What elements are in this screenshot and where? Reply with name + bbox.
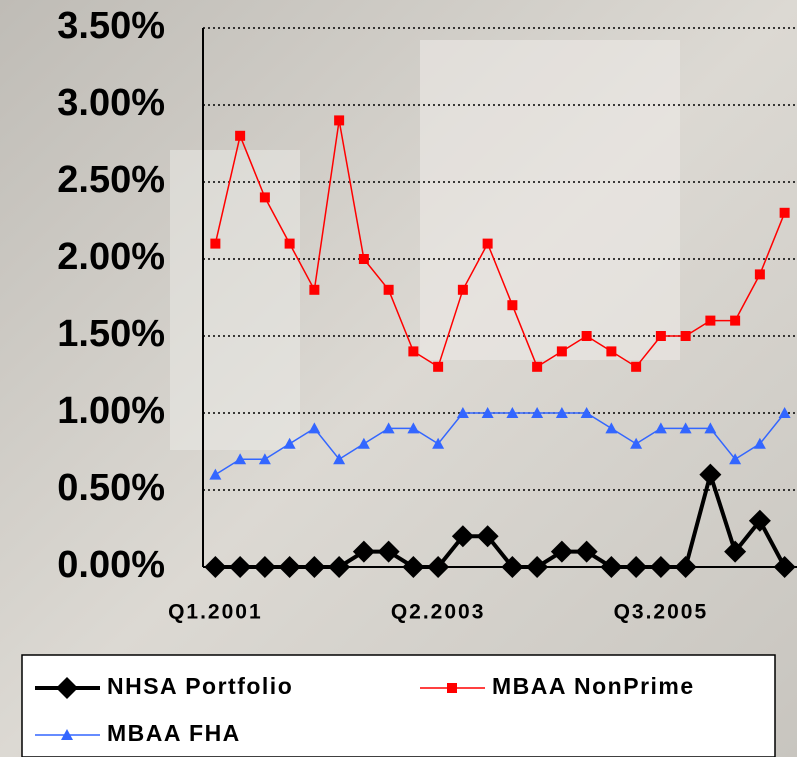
point [531, 407, 544, 418]
point [654, 422, 667, 434]
y-tick-label: 2.00% [57, 236, 165, 278]
y-tick-label: 0.00% [57, 544, 165, 586]
point [259, 192, 270, 203]
window [170, 150, 300, 450]
point [704, 422, 717, 434]
y-tick-label: 3.50% [57, 5, 165, 47]
point [283, 437, 296, 449]
point [556, 346, 567, 357]
legend-marker [56, 677, 78, 699]
y-tick-label: 3.00% [57, 82, 165, 124]
point [358, 254, 369, 264]
point [600, 556, 623, 578]
point [501, 556, 524, 578]
point [303, 556, 326, 578]
y-tick-label: 2.50% [57, 159, 165, 201]
point [550, 540, 573, 563]
point [476, 525, 499, 548]
point [730, 315, 741, 326]
point [209, 468, 222, 480]
point [451, 525, 474, 548]
point [427, 556, 450, 578]
point [308, 422, 321, 434]
point [432, 437, 445, 449]
point [679, 422, 692, 434]
point [258, 453, 271, 465]
legend-box [21, 654, 776, 757]
point [284, 238, 295, 249]
point [581, 331, 592, 341]
point [754, 269, 765, 280]
window [420, 40, 680, 360]
point [383, 284, 394, 295]
point [705, 315, 716, 326]
point [253, 556, 276, 578]
point [352, 540, 375, 563]
point [748, 509, 771, 532]
y-tick-label: 0.50% [57, 467, 165, 509]
point [278, 556, 301, 578]
point [357, 437, 370, 449]
point [605, 422, 618, 434]
point [204, 556, 227, 578]
legend-label: MBAA NonPrime [492, 673, 695, 699]
point [753, 437, 766, 449]
point [481, 407, 494, 418]
legend-marker [61, 729, 73, 740]
point [580, 407, 593, 418]
y-tick-label: 1.50% [57, 313, 165, 355]
legend-label: MBAA FHA [107, 720, 241, 746]
point [655, 331, 666, 341]
point [229, 556, 252, 578]
legend-label: NHSA Portfolio [107, 673, 293, 699]
point [234, 453, 247, 465]
point [457, 284, 468, 295]
point [506, 407, 519, 418]
point [328, 556, 351, 578]
point [630, 437, 643, 449]
x-tick-label: Q3.2005 [614, 601, 709, 624]
point [408, 346, 419, 357]
point [649, 556, 672, 578]
point [526, 556, 549, 578]
point [507, 300, 518, 311]
point [575, 540, 598, 563]
point [680, 331, 691, 341]
point [456, 407, 469, 418]
point [382, 422, 395, 434]
x-tick-label: Q2.2003 [391, 601, 486, 624]
point [606, 346, 617, 357]
point [210, 238, 221, 249]
point [532, 361, 543, 372]
point [309, 284, 320, 295]
point [778, 407, 791, 418]
point [699, 463, 722, 486]
point [402, 556, 425, 578]
point [433, 361, 444, 372]
x-tick-label: Q1.2001 [168, 601, 263, 624]
point [625, 556, 648, 578]
point [773, 556, 796, 578]
point [334, 115, 345, 126]
point [729, 453, 742, 465]
point [555, 407, 568, 418]
legend-marker [447, 683, 457, 693]
point [333, 453, 346, 465]
point [674, 556, 697, 578]
point [724, 540, 747, 563]
point [482, 238, 493, 249]
point [235, 130, 246, 141]
y-tick-label: 1.00% [57, 390, 165, 432]
point [779, 207, 790, 218]
point [377, 540, 400, 563]
point [631, 361, 642, 372]
point [407, 422, 420, 434]
